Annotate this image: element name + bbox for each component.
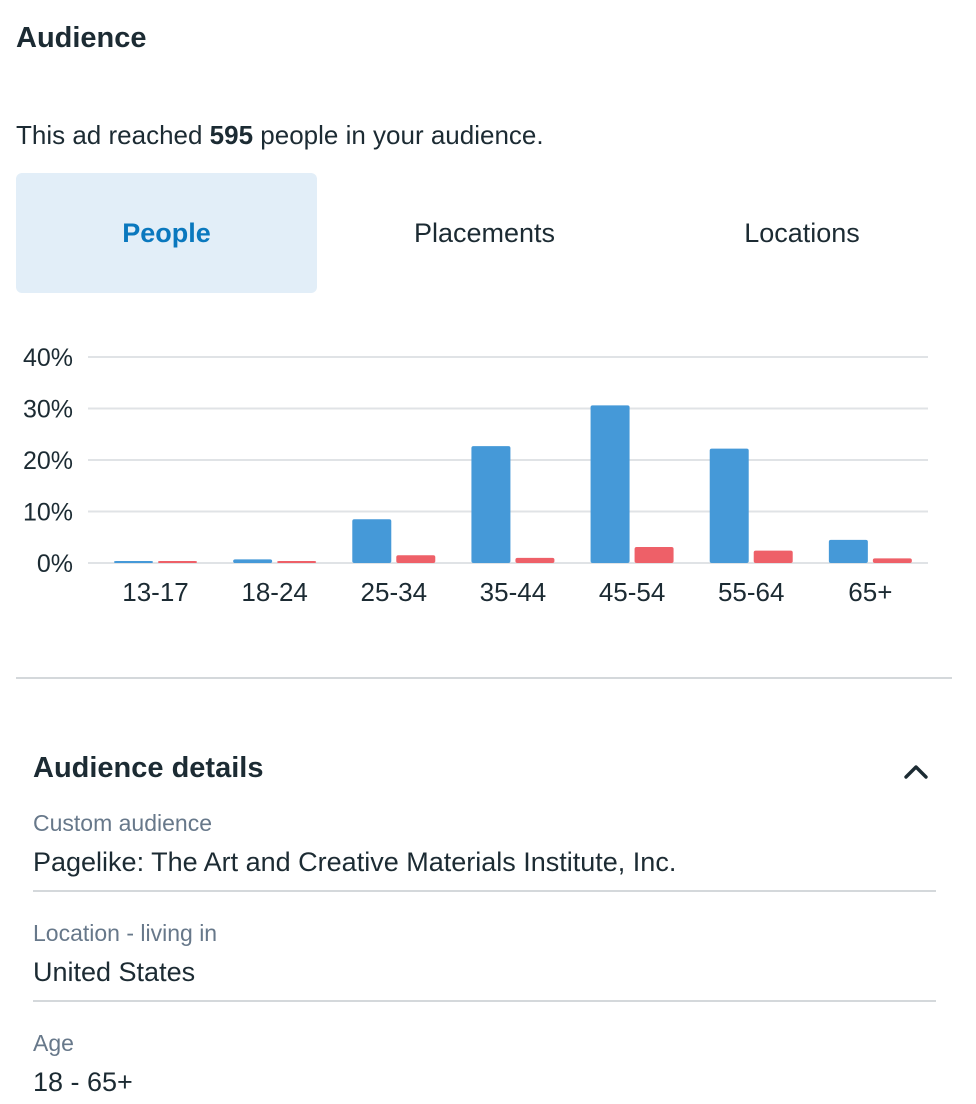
bar: [634, 547, 674, 563]
y-tick-label: 10%: [23, 499, 73, 527]
field-label: Custom audience: [33, 810, 212, 836]
age-breakdown-chart: 0% 10% 20% 30% 40% 13-17 18-24 25-34 35-44 45-54 5…: [23, 344, 928, 607]
tab-locations[interactable]: Locations: [744, 217, 860, 248]
bar: [396, 555, 436, 563]
field-value: United States: [33, 957, 196, 987]
bar: [277, 561, 317, 563]
tab-people[interactable]: People: [16, 173, 317, 293]
audience-details-title: Audience details: [33, 752, 264, 784]
reach-summary: This ad reached 595 people in your audie…: [16, 120, 544, 151]
tab-placements[interactable]: Placements: [413, 217, 556, 248]
location-field: Location - living in United States: [33, 920, 936, 1002]
bar: [828, 539, 868, 563]
field-label: Location - living in: [33, 920, 218, 946]
reach-count: 595: [209, 120, 254, 150]
field-divider: [33, 1000, 936, 1002]
reach-prefix: This ad reached: [16, 120, 210, 150]
x-tick-label: 45-54: [599, 577, 666, 607]
bar: [471, 446, 511, 563]
x-tick-label: 65+: [848, 577, 892, 607]
field-value: Pagelike: The Art and Creative Materials…: [33, 847, 677, 877]
bar: [114, 561, 153, 563]
custom-audience-field: Custom audience Pagelike: The Art and Cr…: [33, 810, 936, 892]
x-tick-label: 18-24: [241, 577, 308, 607]
bar: [872, 558, 912, 563]
breakdown-tabs: People Placements Locations: [16, 173, 960, 293]
y-tick-label: 40%: [23, 344, 73, 372]
bar: [753, 550, 793, 563]
field-value: 18 - 65+: [33, 1067, 133, 1097]
section-divider: [16, 677, 952, 679]
field-label: Age: [33, 1030, 74, 1056]
bar: [590, 405, 630, 563]
y-tick-label: 30%: [23, 396, 73, 424]
field-divider: [33, 890, 936, 892]
age-field: Age 18 - 65+: [33, 1030, 936, 1098]
x-tick-label: 25-34: [361, 577, 428, 607]
audience-title: Audience: [16, 22, 147, 54]
chevron-up-icon[interactable]: [900, 756, 932, 788]
bar: [233, 559, 273, 563]
bar: [515, 557, 555, 563]
reach-suffix: people in your audience.: [253, 120, 544, 150]
y-tick-label: 20%: [23, 447, 73, 475]
bar: [352, 519, 392, 563]
x-tick-label: 13-17: [122, 577, 189, 607]
x-tick-label: 35-44: [480, 577, 547, 607]
y-tick-label: 0%: [37, 550, 73, 578]
bar: [709, 448, 749, 563]
x-tick-label: 55-64: [718, 577, 785, 607]
bar: [158, 561, 197, 563]
